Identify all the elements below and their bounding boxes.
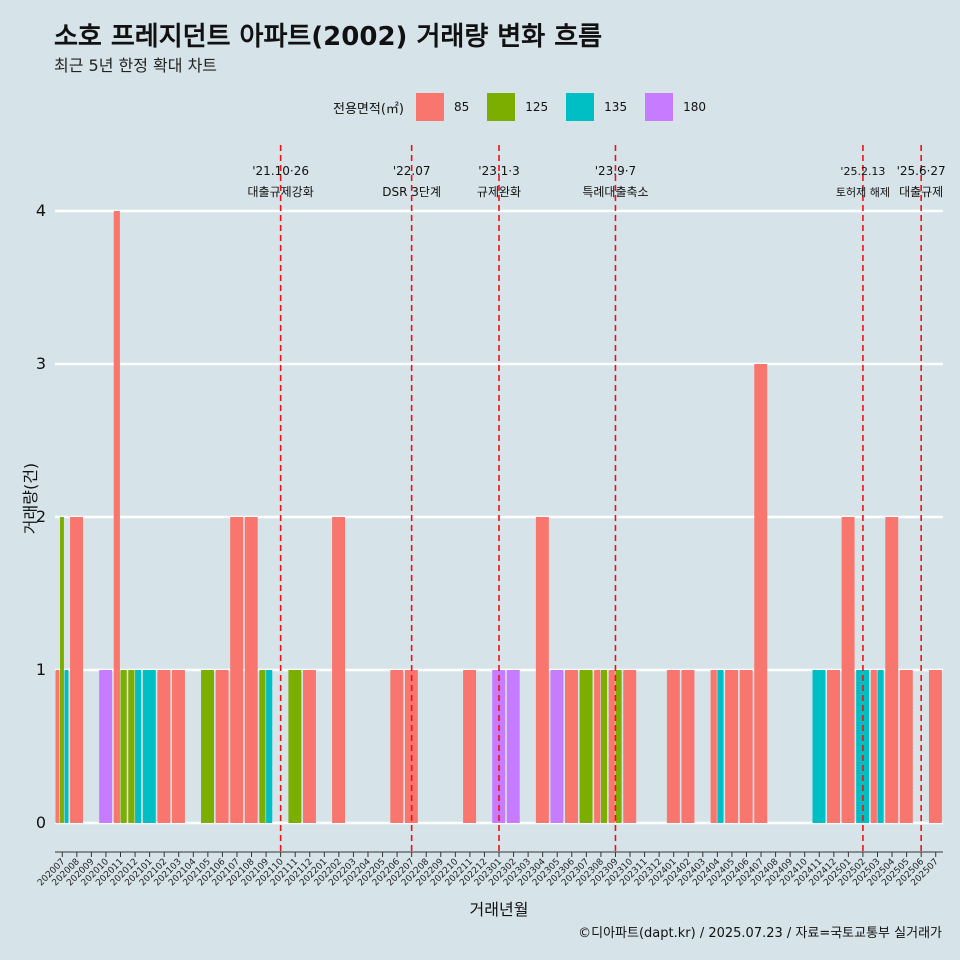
bar-202101-135 bbox=[142, 670, 156, 823]
bar-202308-125 bbox=[600, 670, 608, 823]
legend-label-135: 135 bbox=[604, 100, 628, 114]
legend-title: 전용면적(㎡) bbox=[333, 101, 404, 117]
bar-202202-85 bbox=[332, 517, 346, 823]
legend-label-180: 180 bbox=[683, 100, 706, 114]
bar-202102-85 bbox=[157, 670, 171, 823]
y-tick-label-4: 4 bbox=[36, 201, 46, 220]
bar-202505-85 bbox=[899, 670, 913, 823]
bar-202302-180 bbox=[506, 670, 520, 823]
bar-202011-125 bbox=[120, 670, 127, 823]
event-date-5: '25.6·27 bbox=[897, 164, 946, 178]
bar-202309-85 bbox=[608, 670, 615, 823]
bar-202012-125 bbox=[128, 670, 135, 823]
x-axis-title: 거래년월 bbox=[470, 900, 529, 919]
bar-202105-125 bbox=[201, 670, 215, 823]
event-date-2: '23.1·3 bbox=[478, 164, 519, 178]
bar-202401-85 bbox=[666, 670, 680, 823]
bar-202106-85 bbox=[215, 670, 229, 823]
y-tick-label-3: 3 bbox=[36, 354, 46, 373]
bar-202112-85 bbox=[302, 670, 316, 823]
legend-key-125 bbox=[487, 93, 516, 121]
bar-202507-85 bbox=[928, 670, 942, 823]
bar-202412-85 bbox=[827, 670, 840, 823]
legend-label-85: 85 bbox=[453, 100, 470, 114]
bar-202503-85 bbox=[870, 670, 877, 823]
bar-202307-125 bbox=[579, 670, 593, 823]
bar-202404-135 bbox=[717, 670, 724, 823]
event-date-4: '25.2.13 bbox=[840, 165, 885, 178]
bar-202007-125 bbox=[60, 517, 64, 823]
event-label-3: 특례대출축소 bbox=[582, 185, 648, 199]
bar-202108-85 bbox=[244, 517, 258, 823]
bar-202405-85 bbox=[725, 670, 739, 823]
bar-202007-135 bbox=[64, 670, 69, 823]
legend: 전용면적(㎡) 85 125 135 180 bbox=[333, 93, 724, 121]
bar-202010-180 bbox=[99, 670, 113, 823]
bar-202011-85 bbox=[113, 211, 120, 823]
bar-202008-85 bbox=[70, 517, 84, 823]
legend-label-125: 125 bbox=[525, 100, 549, 114]
bar-202109-135 bbox=[266, 670, 273, 823]
bar-202407-85 bbox=[754, 364, 768, 823]
bar-202504-85 bbox=[885, 517, 899, 823]
chart-subtitle: 최근 5년 한정 확대 차트 bbox=[54, 56, 218, 75]
event-label-4: 토허제 해제 bbox=[836, 185, 890, 199]
event-label-2: 규제완화 bbox=[477, 185, 521, 199]
y-tick-label-2: 2 bbox=[36, 507, 46, 526]
bar-202306-85 bbox=[565, 670, 578, 823]
bar-202111-125 bbox=[288, 670, 302, 823]
event-label-1: DSR 3단계 bbox=[382, 185, 441, 199]
bar-202310-85 bbox=[623, 670, 637, 823]
y-tick-label-1: 1 bbox=[36, 660, 46, 679]
bar-202304-85 bbox=[535, 517, 549, 823]
bar-202404-85 bbox=[710, 670, 717, 823]
y-tick-label-0: 0 bbox=[36, 813, 46, 832]
bar-202501-85 bbox=[841, 517, 855, 823]
bar-202308-85 bbox=[594, 670, 601, 823]
event-date-1: '22.07 bbox=[393, 164, 431, 178]
legend-key-135 bbox=[566, 93, 595, 121]
bar-202206-85 bbox=[390, 670, 404, 823]
legend-key-85 bbox=[415, 93, 444, 121]
legend-key-180 bbox=[645, 93, 674, 121]
bar-202402-85 bbox=[681, 670, 695, 823]
bar-202109-125 bbox=[259, 670, 266, 823]
bar-202305-180 bbox=[550, 670, 564, 823]
event-date-3: '23.9·7 bbox=[595, 164, 636, 178]
chart-title: 소호 프레지던트 아파트(2002) 거래량 변화 흐름 bbox=[54, 22, 603, 52]
bar-202007-85 bbox=[55, 670, 60, 823]
bar-202503-135 bbox=[877, 670, 884, 823]
bar-202012-135 bbox=[135, 670, 142, 823]
bar-202309-125 bbox=[615, 670, 622, 823]
y-axis-title: 거래량(건) bbox=[21, 463, 40, 534]
caption: ©디아파트(dapt.kr) / 2025.07.23 / 자료=국토교통부 실… bbox=[578, 926, 942, 941]
bar-202406-85 bbox=[739, 670, 753, 823]
bar-202107-85 bbox=[230, 517, 244, 823]
event-date-0: '21.10·26 bbox=[252, 164, 309, 178]
bar-202103-85 bbox=[171, 670, 185, 823]
event-label-5: 대출규제 bbox=[899, 185, 943, 199]
bar-202411-135 bbox=[812, 670, 826, 823]
bar-202211-85 bbox=[463, 670, 477, 823]
event-label-0: 대출규제강화 bbox=[248, 185, 314, 199]
